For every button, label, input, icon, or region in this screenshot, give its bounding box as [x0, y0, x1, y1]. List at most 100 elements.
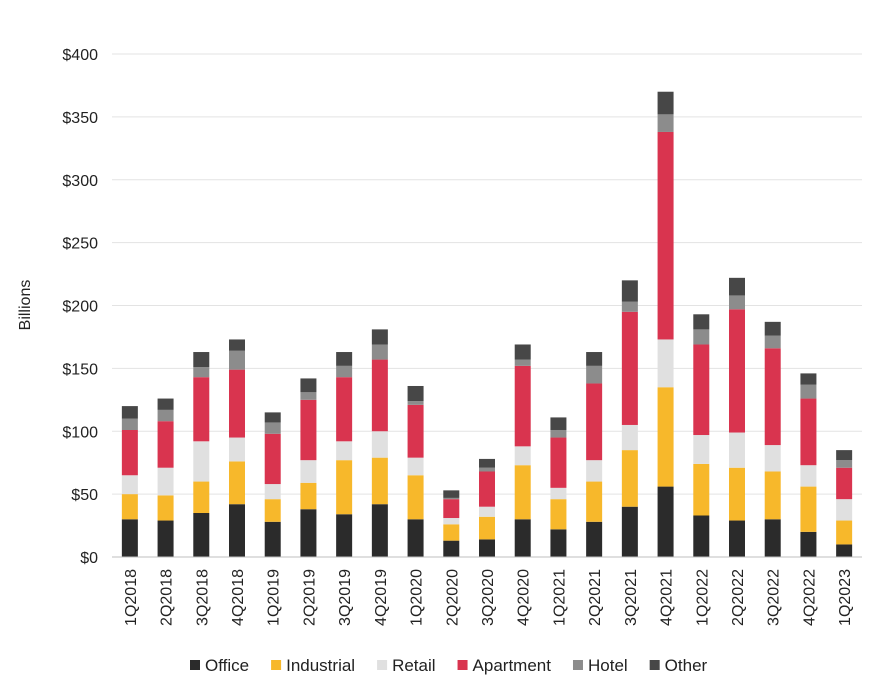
bar-segment-office-3q2022 [764, 519, 781, 557]
bar-segment-apartment-1q2020 [407, 404, 424, 458]
y-tick-label: $300 [62, 173, 98, 190]
bar-segment-retail-1q2021 [550, 487, 567, 500]
x-tick-label: 4Q2018 [230, 569, 247, 626]
bar-segment-industrial-2q2020 [443, 524, 460, 541]
bar-segment-apartment-1q2022 [693, 344, 710, 436]
bar-segment-other-1q2023 [836, 450, 853, 461]
bar-segment-other-4q2020 [514, 344, 531, 360]
bar-segment-retail-1q2023 [836, 499, 853, 521]
legend-swatch-apartment [457, 660, 468, 670]
bar-segment-industrial-2q2021 [586, 481, 603, 522]
bar-segment-other-3q2019 [336, 352, 353, 366]
bar-segment-industrial-1q2021 [550, 499, 567, 530]
bar-segment-other-1q2018 [121, 406, 138, 419]
bar-segment-industrial-2q2022 [729, 467, 745, 521]
bar-segment-apartment-4q2018 [229, 369, 245, 438]
x-tick-label: 1Q2019 [266, 569, 283, 626]
bar-segment-apartment-4q2020 [514, 365, 531, 447]
legend-label-other: Other [665, 656, 708, 675]
bar-segment-office-3q2020 [479, 539, 495, 557]
legend-label-office: Office [205, 656, 249, 675]
y-tick-label: $150 [62, 361, 98, 378]
bar-segment-industrial-1q2023 [836, 520, 853, 545]
bar-segment-other-2q2018 [157, 398, 174, 410]
y-tick-label: $400 [62, 47, 98, 64]
bar-segment-industrial-3q2020 [479, 516, 495, 540]
bar-segment-industrial-1q2018 [121, 494, 138, 520]
bar-segment-retail-2q2022 [729, 432, 745, 468]
bar-segment-industrial-2q2019 [300, 482, 317, 510]
bar-segment-apartment-2q2021 [586, 383, 603, 461]
bar-segment-hotel-4q2018 [229, 350, 245, 370]
bar-segment-hotel-3q2019 [336, 365, 353, 378]
x-tick-label: 2Q2019 [301, 569, 318, 626]
x-tick-label: 1Q2022 [694, 569, 711, 626]
bar-segment-office-2q2019 [300, 509, 317, 557]
x-tick-label: 3Q2021 [623, 569, 640, 626]
bar-segment-apartment-4q2019 [371, 359, 388, 432]
bar-segment-retail-2q2020 [443, 518, 460, 525]
bar-segment-other-1q2022 [693, 314, 710, 330]
bar-segment-other-1q2021 [550, 417, 567, 430]
bar-segment-hotel-2q2022 [729, 295, 745, 310]
x-tick-label: 4Q2020 [516, 569, 533, 626]
bar-segment-apartment-3q2018 [193, 377, 210, 442]
y-axis-ticks: $0 $50 $100 $150 $200 $250 $300 $350 $400 [62, 47, 98, 567]
bar-segment-hotel-1q2023 [836, 460, 853, 468]
x-tick-label: 2Q2018 [159, 569, 176, 626]
bar-segment-retail-3q2022 [764, 445, 781, 472]
bar-segment-hotel-3q2018 [193, 367, 210, 378]
bar-segment-retail-1q2020 [407, 457, 424, 476]
bar-segment-hotel-1q2019 [264, 422, 281, 434]
bar-segment-other-1q2019 [264, 412, 281, 423]
bar-segment-other-2q2020 [443, 490, 460, 498]
x-tick-label: 3Q2018 [194, 569, 211, 626]
x-tick-label: 1Q2020 [409, 569, 426, 626]
x-tick-label: 4Q2021 [659, 569, 676, 626]
bar-segment-other-2q2021 [586, 352, 603, 366]
bar-segment-retail-3q2018 [193, 441, 210, 482]
bar-segment-office-1q2019 [264, 521, 281, 557]
legend-swatch-office [190, 660, 200, 670]
x-tick-label: 2Q2021 [587, 569, 604, 626]
bar-segment-retail-4q2022 [800, 465, 817, 487]
y-tick-label: $100 [62, 424, 98, 441]
x-tick-label: 4Q2022 [801, 569, 818, 626]
x-tick-label: 3Q2019 [337, 569, 354, 626]
bar-segment-apartment-3q2022 [764, 348, 781, 446]
bar-segment-other-4q2022 [800, 373, 817, 385]
bar-segment-apartment-2q2019 [300, 399, 317, 461]
bar-segment-apartment-2q2020 [443, 499, 460, 519]
bar-segment-office-2q2020 [443, 540, 460, 557]
bar-segment-retail-4q2019 [371, 431, 388, 458]
bar-segment-apartment-2q2022 [729, 309, 745, 433]
bar-segment-retail-3q2019 [336, 441, 353, 461]
bar-segment-retail-3q2020 [479, 506, 495, 517]
bar-segment-hotel-1q2021 [550, 429, 567, 438]
y-tick-label: $50 [71, 487, 98, 504]
bar-segment-industrial-4q2021 [657, 387, 674, 487]
bar-segment-industrial-1q2022 [693, 463, 710, 516]
bar-segment-other-4q2021 [657, 91, 674, 115]
x-tick-label: 1Q2018 [123, 569, 140, 626]
y-tick-label: $350 [62, 110, 98, 127]
bar-segment-hotel-3q2022 [764, 335, 781, 349]
bar-segment-hotel-1q2020 [407, 401, 424, 405]
bar-segment-retail-4q2021 [657, 339, 674, 388]
legend-swatch-industrial [271, 660, 282, 670]
bar-segment-hotel-2q2019 [300, 392, 317, 400]
bar-segment-retail-1q2022 [693, 435, 710, 464]
bar-segment-hotel-2q2021 [586, 365, 603, 384]
bar-segment-hotel-1q2018 [121, 418, 138, 430]
legend-label-apartment: Apartment [473, 656, 552, 675]
bar-segment-other-2q2022 [729, 277, 745, 296]
bar-segment-hotel-3q2020 [479, 467, 495, 472]
x-axis-ticks: 1Q2018 2Q2018 3Q2018 4Q2018 1Q2019 2Q2019 3Q20… [123, 569, 854, 626]
bar-segment-hotel-4q2021 [657, 114, 674, 132]
bar-segment-office-2q2021 [586, 521, 603, 557]
bar-segment-office-3q2018 [193, 512, 210, 557]
bar-segment-apartment-1q2018 [121, 429, 138, 476]
bar-segment-other-4q2018 [229, 339, 245, 351]
bar-segment-apartment-3q2021 [621, 311, 638, 425]
bar-segment-hotel-4q2019 [371, 344, 388, 360]
